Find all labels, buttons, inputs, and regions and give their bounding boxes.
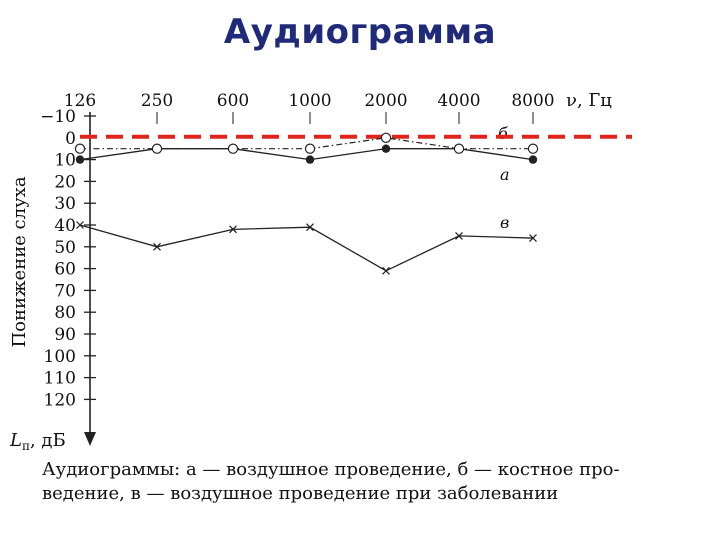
caption-line-2: ведение, в — воздушное проведение при за… [42,483,559,504]
data-point-x [306,223,314,232]
caption-line-1: Аудиограммы: а — воздушное проведение, б… [42,459,620,480]
y-unit-suffix: , дБ [30,430,66,451]
data-point-open [527,143,539,154]
data-point-open [151,143,163,154]
y-tick-label: 40 [54,216,76,236]
series-label-a: а [500,165,510,184]
y-tick-label: 100 [44,347,76,367]
data-point-filled [75,155,85,164]
x-tick-label: 126 [64,91,96,111]
series-label-v: в [500,213,509,232]
x-tick-label: 250 [141,91,173,111]
data-point-x [76,221,84,229]
y-axis-label: Понижение слуха [9,176,30,347]
data-point-x [153,242,161,251]
data-point-filled [381,144,391,153]
data-point-filled [528,155,538,164]
x-marker-stroke [229,225,237,234]
y-unit-subscript: п [22,439,30,453]
x-marker-stroke [529,234,537,243]
x-axis-label: ν, Гц [566,90,612,111]
y-tick-label: 30 [54,194,76,214]
data-point-open [74,143,86,154]
y-tick-label: 120 [44,390,76,410]
data-point-x [529,234,537,243]
series-label-b: б [498,124,508,143]
data-point-open [453,143,465,154]
x-marker-stroke [306,223,314,232]
series-line [79,224,534,272]
data-point-x [382,266,390,275]
y-tick-label: 10 [54,151,76,171]
y-tick-label: 0 [65,129,76,149]
x-tick-label: 4000 [437,91,480,111]
x-tick-label: 8000 [511,91,554,111]
y-tick-label: 90 [54,325,76,345]
slide-title: Аудиограмма [223,12,497,52]
data-point-open [227,143,239,154]
y-tick-label: −10 [40,107,76,127]
y-tick-label: 50 [54,238,76,258]
y-unit-symbol: L [9,430,22,451]
y-unit-label: Lп, дБ [9,430,66,453]
data-point-open [380,132,392,143]
data-point-open [304,143,316,154]
y-tick-label: 60 [54,260,76,280]
data-point-filled [305,155,315,164]
y-tick-label: 70 [54,281,76,301]
x-tick-label: 600 [217,91,249,111]
data-point-x [455,231,463,240]
y-tick-label: 80 [54,303,76,323]
x-marker-stroke [153,242,161,251]
x-marker-stroke [382,266,390,275]
x-tick-label: 1000 [288,91,331,111]
y-tick-label: 110 [44,369,76,389]
figure-caption: Аудиограммы: а — воздушное проведение, б… [42,458,712,506]
x-tick-label: 2000 [364,91,407,111]
x-marker-stroke [76,221,84,229]
y-axis-arrow [84,432,96,446]
data-point-x [229,225,237,234]
y-tick-label: 20 [54,172,76,192]
x-marker-stroke [455,231,463,240]
